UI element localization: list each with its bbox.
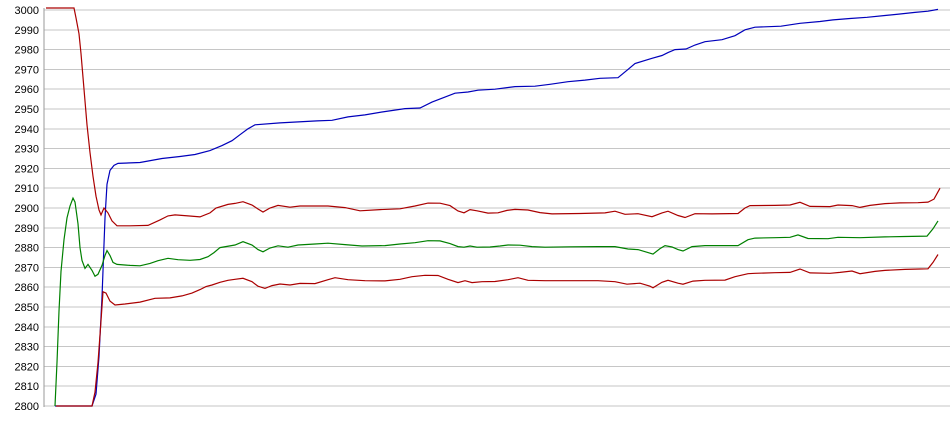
y-axis-tick-label: 2830 <box>15 342 39 354</box>
y-axis-tick-label: 2870 <box>15 262 39 274</box>
series-rising-blue-line <box>55 8 939 407</box>
y-axis-tick-label: 2860 <box>15 282 39 294</box>
y-axis-tick-label: 2820 <box>15 361 39 373</box>
y-axis-tick-label: 2980 <box>15 45 39 57</box>
y-axis-tick-label: 2800 <box>15 401 39 413</box>
y-axis-tick-label: 2970 <box>15 64 39 76</box>
series-upper-band-red <box>46 7 941 227</box>
y-axis-tick-label: 2890 <box>15 223 39 235</box>
series-middle-band-green <box>54 196 939 407</box>
y-axis-tick-label: 2990 <box>15 25 39 37</box>
y-axis-tick-label: 2930 <box>15 144 39 156</box>
y-axis-tick-label: 3000 <box>15 5 39 17</box>
y-axis-tick-label: 2960 <box>15 84 39 96</box>
y-axis-tick-label: 2880 <box>15 243 39 255</box>
y-axis-tick-label: 2810 <box>15 381 39 393</box>
y-axis-tick-label: 2920 <box>15 163 39 175</box>
y-axis-tick-label: 2900 <box>15 203 39 215</box>
y-axis-tick-label: 2950 <box>15 104 39 116</box>
series-lower-band-red <box>56 254 939 407</box>
y-axis-tick-label: 2910 <box>15 183 39 195</box>
y-axis-tick-label: 2840 <box>15 322 39 334</box>
y-axis-tick-label: 2940 <box>15 124 39 136</box>
y-axis-tick-label: 2850 <box>15 302 39 314</box>
